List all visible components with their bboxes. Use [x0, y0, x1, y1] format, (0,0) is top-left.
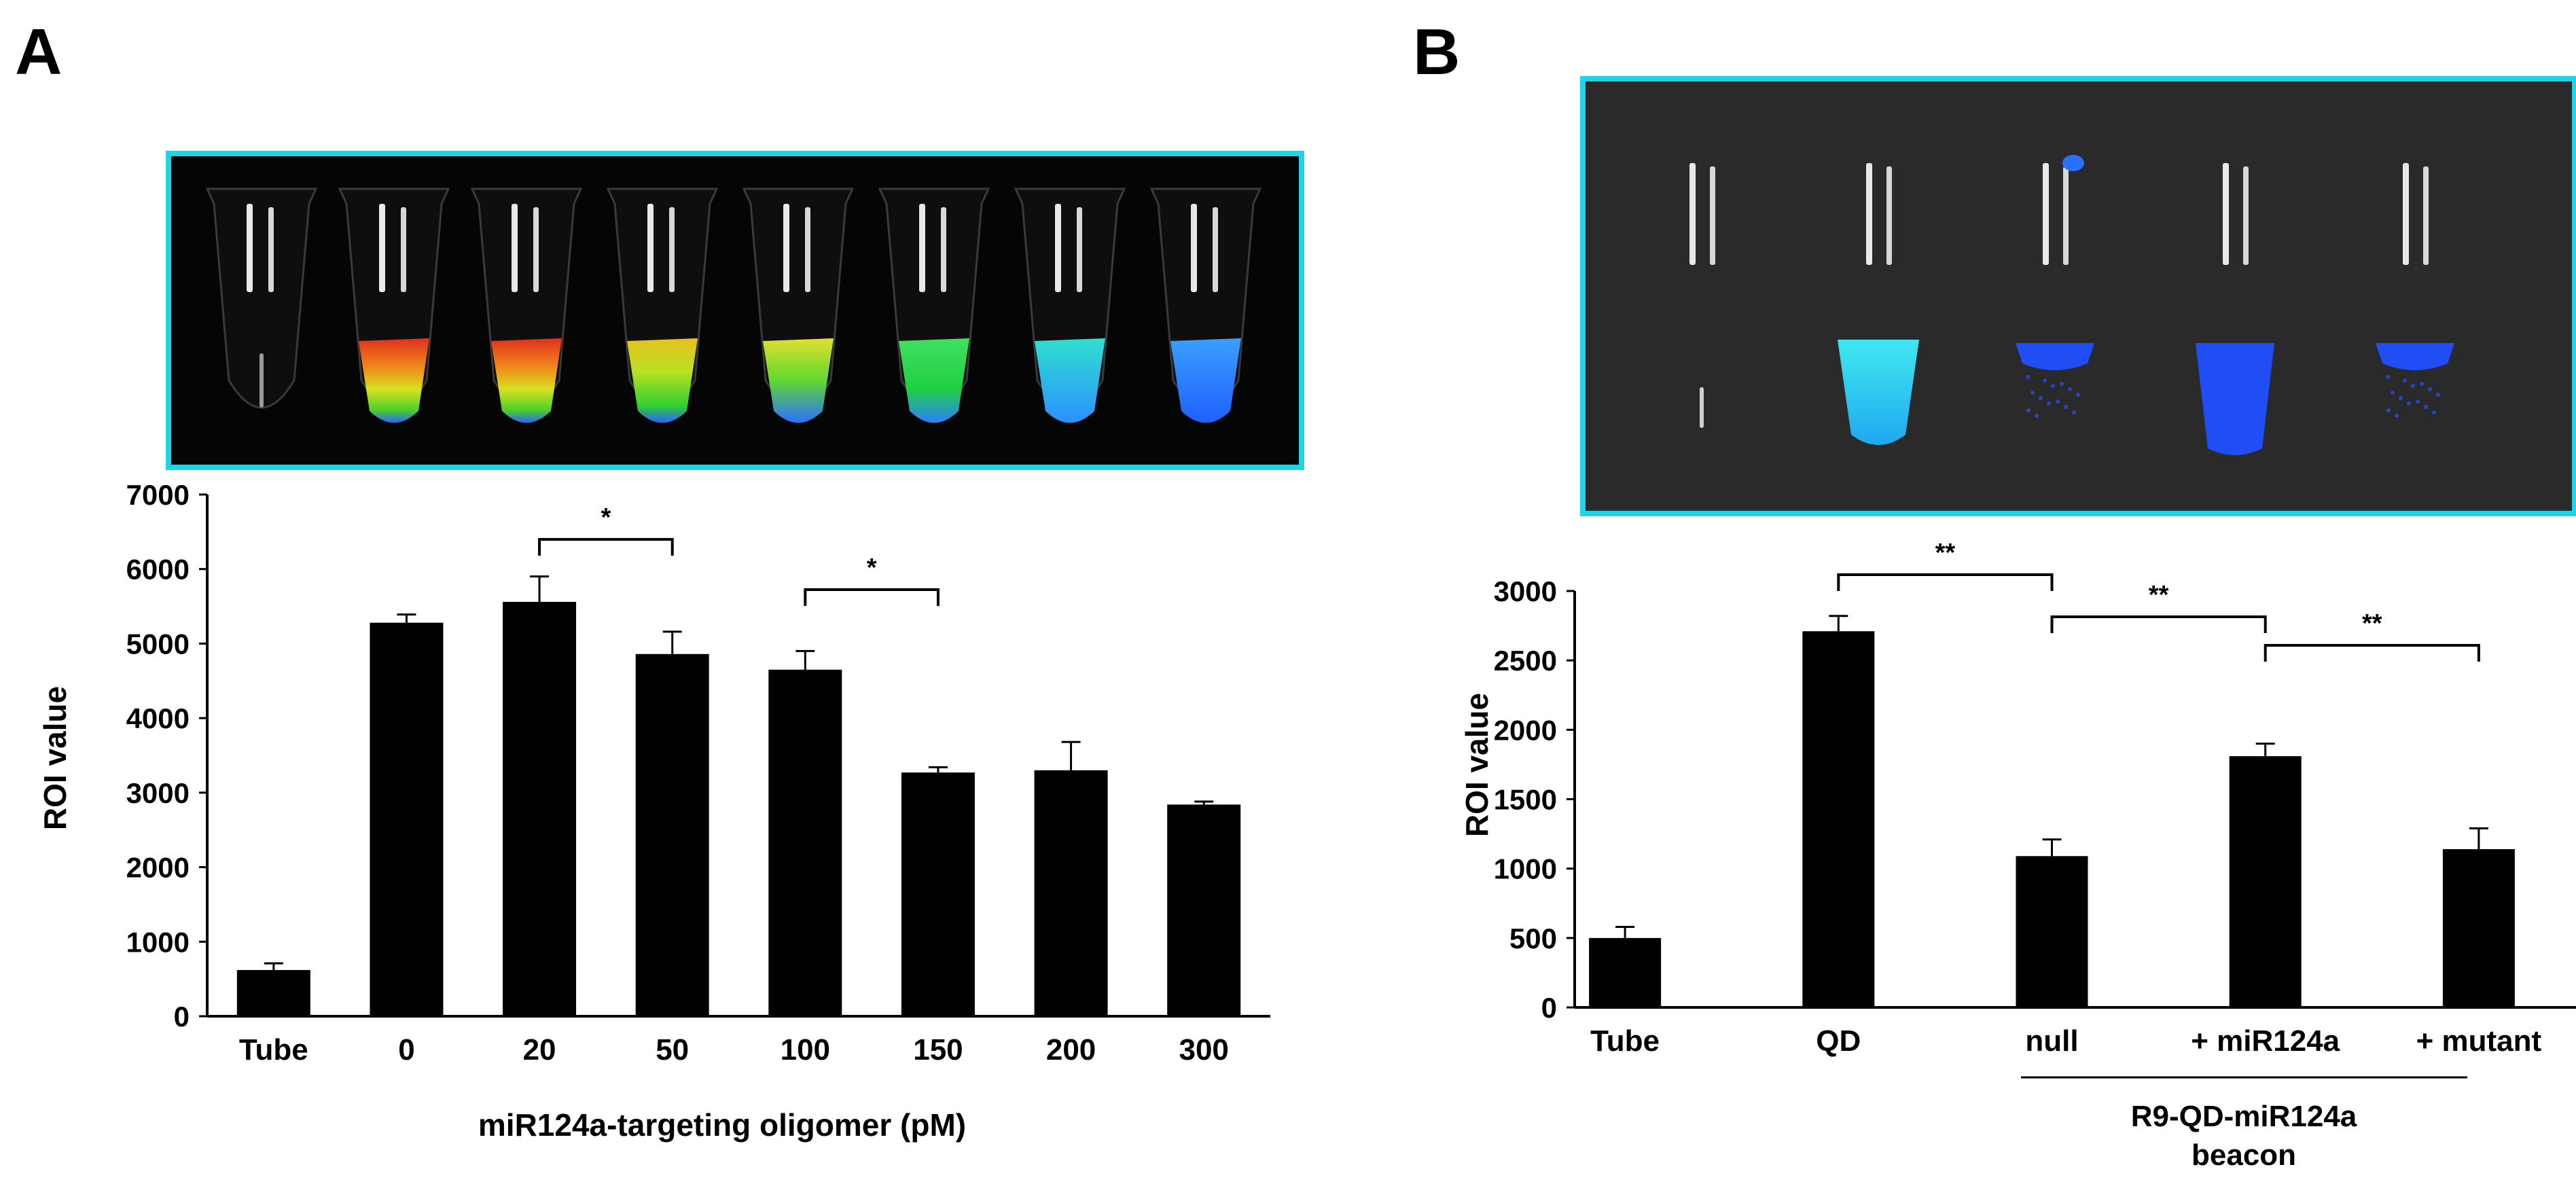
- y-tick-label: 7000: [126, 479, 190, 511]
- tube-a-4: [742, 187, 855, 423]
- x-tick-label: + mutant: [2416, 1024, 2542, 1058]
- x-tick-label: null: [2025, 1024, 2078, 1058]
- tube-a-signal-3: [627, 338, 698, 423]
- bar-mir124a: [2229, 756, 2302, 1007]
- tube-a-signal-6: [1035, 338, 1105, 423]
- y-tick-label: 5000: [126, 628, 190, 660]
- tube-photo-a-tubes: [205, 187, 1262, 423]
- tube-b-signal-1: [1838, 340, 1919, 445]
- tube-photo-b-tubes: [1689, 155, 2454, 455]
- significance-bracket: *: [538, 503, 674, 556]
- panel-label-a: A: [15, 16, 62, 88]
- tube-a-6: [1014, 187, 1126, 423]
- x-axis-label-a: miR124a-targeting oligomer (pM): [478, 1107, 966, 1143]
- x-tick-label: 50: [656, 1033, 689, 1066]
- tube-a-signal-2: [491, 338, 562, 423]
- group-label-line-1: R9-QD-miR124a: [2131, 1100, 2357, 1133]
- bar-0: [370, 622, 444, 1016]
- group-label-line-2: beacon: [2192, 1139, 2296, 1172]
- bar-null: [2016, 856, 2088, 1007]
- bar-300: [1167, 804, 1241, 1016]
- tube-photo-b-frame: [1580, 76, 2576, 516]
- significance-label: *: [601, 503, 611, 532]
- x-tick-label: + miR124a: [2191, 1024, 2340, 1058]
- significance-bracket: **: [2264, 609, 2480, 662]
- tube-a-7: [1149, 187, 1262, 423]
- bar-tube: [1589, 937, 1662, 1007]
- x-tick-label: 200: [1046, 1033, 1096, 1066]
- tube-b-3: [2196, 163, 2274, 455]
- tube-photo-a-frame: [166, 151, 1304, 470]
- significance-label: **: [1935, 539, 1956, 567]
- x-tick-label: 150: [913, 1033, 963, 1066]
- bar-20: [503, 601, 577, 1016]
- significance-bracket: **: [2050, 581, 2267, 633]
- y-axis-label-a: ROI value: [37, 686, 73, 830]
- bar-tube: [236, 969, 310, 1016]
- y-tick-label: 0: [174, 1001, 190, 1033]
- x-tick-label: 100: [781, 1033, 830, 1066]
- tube-b-2: [2016, 163, 2094, 418]
- tube-b-signal-3: [2196, 343, 2274, 455]
- tube-b-1: [1838, 163, 1919, 445]
- significance-bracket: *: [804, 554, 940, 606]
- tube-a-3: [606, 187, 719, 423]
- x-tick-label: Tube: [1590, 1024, 1660, 1058]
- bar-qd: [1802, 631, 1875, 1007]
- tube-a-2: [470, 187, 583, 423]
- x-tick-label: 300: [1179, 1033, 1228, 1066]
- bar-150: [901, 772, 975, 1016]
- y-tick-label: 1000: [1494, 853, 1557, 885]
- x-tick-label: 20: [523, 1033, 556, 1066]
- y-tick-label: 3000: [1494, 575, 1557, 607]
- y-tick-label: 3000: [126, 777, 190, 809]
- x-tick-label: 0: [398, 1033, 414, 1066]
- tube-a-signal-5: [899, 338, 969, 423]
- significance-label: *: [867, 554, 877, 582]
- y-tick-label: 1500: [1494, 784, 1557, 816]
- tube-a-0: [205, 187, 318, 409]
- tube-b-4: [2376, 163, 2454, 418]
- y-axis-label-b: ROI value: [1459, 693, 1495, 837]
- bar-chart-a: ROI value miR124a-targeting oligomer (pM…: [37, 479, 1270, 1143]
- tube-b-signal-4: [2376, 343, 2454, 370]
- bar-200: [1034, 770, 1108, 1016]
- y-tick-label: 6000: [126, 554, 190, 586]
- bar-chart-b: ROI value R9-QD-miR124a beacon 0 500 1000 1…: [1459, 539, 2576, 1172]
- bar-100: [768, 669, 842, 1016]
- tube-photo-a: [166, 151, 1304, 470]
- tube-b-signal-2: [2016, 343, 2094, 370]
- panel-label-b: B: [1413, 16, 1461, 88]
- significance-label: **: [2149, 581, 2169, 609]
- y-tick-label: 2500: [1494, 645, 1557, 677]
- tube-b-0: [1689, 163, 1715, 428]
- y-tick-label: 500: [1509, 922, 1557, 954]
- tube-a-1: [338, 187, 450, 423]
- tube-a-signal-7: [1170, 338, 1241, 423]
- bar-mutant: [2442, 849, 2515, 1007]
- tube-a-5: [878, 187, 990, 423]
- y-tick-label: 0: [1541, 992, 1557, 1024]
- significance-label: **: [2362, 609, 2382, 638]
- x-tick-label: Tube: [239, 1033, 308, 1066]
- bar-50: [635, 653, 709, 1016]
- y-tick-label: 1000: [126, 926, 190, 958]
- significance-bracket: **: [1837, 539, 2054, 591]
- x-tick-label: QD: [1816, 1024, 1861, 1058]
- y-tick-label: 4000: [126, 702, 190, 734]
- y-tick-label: 2000: [1494, 714, 1557, 746]
- tube-photo-b: [1580, 76, 2576, 516]
- y-tick-label: 2000: [126, 852, 190, 884]
- tube-a-signal-1: [359, 338, 429, 423]
- tube-a-signal-4: [763, 338, 834, 423]
- blue-droplet: [2062, 155, 2084, 171]
